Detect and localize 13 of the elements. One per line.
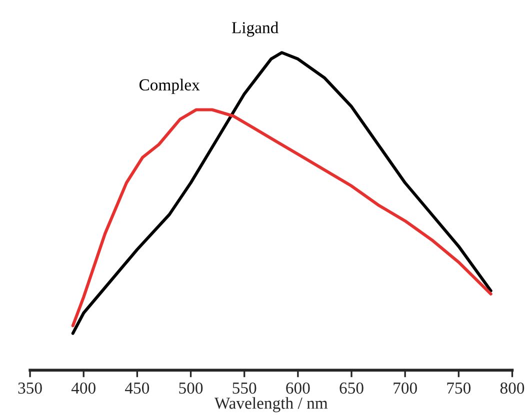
x-tick-label: 500 — [179, 382, 203, 394]
x-tick-label: 800 — [500, 382, 524, 394]
x-tick-label: 350 — [18, 382, 42, 394]
x-tick-label: 550 — [232, 382, 256, 394]
series-label: Complex — [139, 78, 200, 94]
x-tick-label: 700 — [394, 382, 417, 394]
x-axis-title: Wavelength / nm — [214, 397, 328, 412]
x-tick-label: 400 — [71, 382, 96, 394]
x-tick-label: 650 — [340, 382, 364, 394]
x-tick-label: 750 — [447, 382, 471, 394]
x-tick-label: 600 — [286, 382, 310, 394]
x-tick-label: 450 — [125, 382, 150, 394]
series-label: Ligand — [232, 22, 278, 37]
